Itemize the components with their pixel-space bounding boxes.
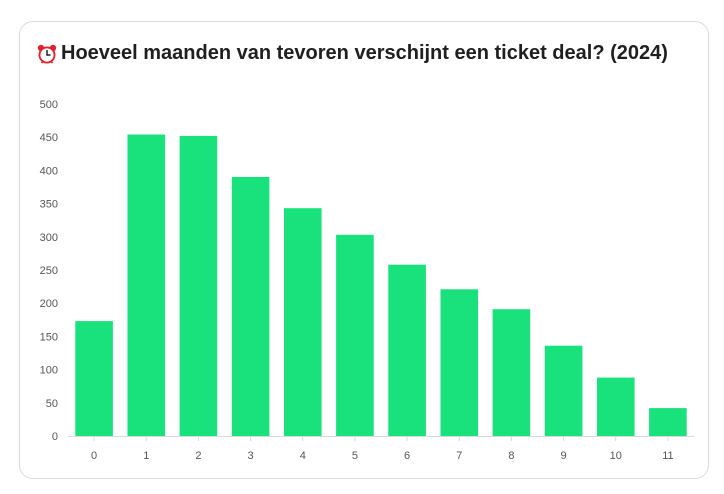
y-tick-label: 150	[40, 331, 58, 343]
bar-2	[179, 135, 218, 436]
x-tick-label: 8	[508, 450, 514, 462]
y-tick-label: 50	[46, 398, 58, 410]
bar-11	[649, 408, 687, 436]
x-tick-label: 10	[610, 450, 622, 462]
y-tick-label: 0	[52, 431, 58, 443]
x-tick-label: 4	[300, 450, 306, 462]
x-tick-label: 3	[248, 450, 254, 462]
alarm-clock-icon	[37, 44, 57, 64]
y-tick-label: 400	[40, 165, 58, 177]
y-tick-label: 250	[40, 265, 58, 277]
y-tick-label: 350	[40, 199, 58, 211]
bar-1	[127, 134, 166, 436]
x-tick-label: 11	[662, 450, 673, 462]
x-tick-label: 0	[91, 450, 97, 462]
x-tick-label: 9	[561, 450, 567, 462]
x-tick-label: 2	[195, 450, 201, 462]
bar-5	[336, 234, 374, 436]
x-tick-label: 7	[456, 450, 462, 462]
chart-title-text: Hoeveel maanden van tevoren verschijnt e…	[61, 42, 668, 64]
bar-3	[231, 177, 270, 436]
chart-title: Hoeveel maanden van tevoren verschijnt e…	[36, 42, 668, 65]
y-tick-label: 200	[40, 298, 58, 310]
x-tick-label: 1	[143, 450, 149, 462]
bar-6	[388, 264, 426, 436]
y-tick-label: 300	[40, 232, 58, 244]
bar-0	[75, 321, 113, 436]
y-tick-label: 500	[40, 99, 58, 111]
y-tick-label: 100	[40, 365, 58, 377]
bar-8	[492, 309, 531, 436]
y-tick-label: 450	[40, 132, 58, 144]
bar-7	[440, 289, 479, 436]
x-tick-label: 6	[404, 450, 410, 462]
x-tick-label: 5	[352, 450, 358, 462]
bar-9	[544, 345, 583, 436]
bar-10	[597, 377, 635, 436]
bar-4	[284, 208, 322, 436]
